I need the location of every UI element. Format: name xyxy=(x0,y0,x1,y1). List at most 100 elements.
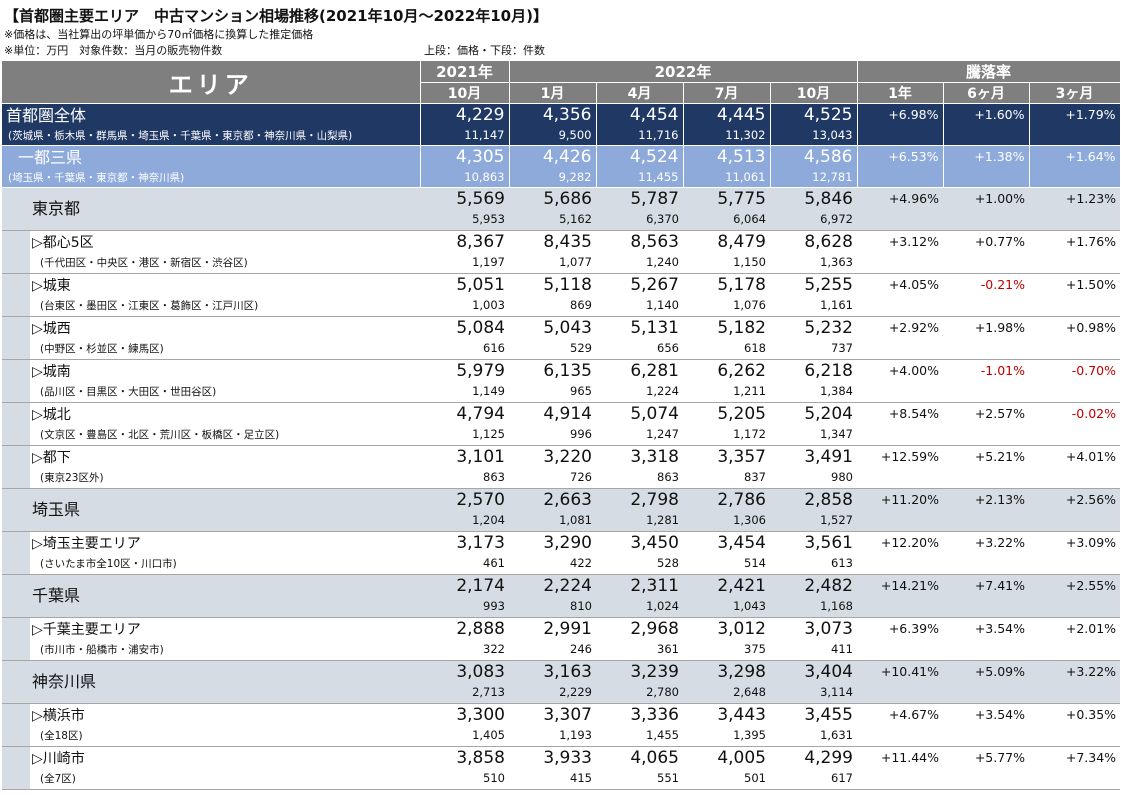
price-trend-table: エリア 2021年 2022年 騰落率 10月 1月 4月 7月 10月 1年 … xyxy=(2,61,1121,790)
price-value: 8,435 xyxy=(543,232,592,252)
indent-cell xyxy=(2,746,30,790)
change-rate-cell: +0.98% xyxy=(1029,316,1121,360)
price-value: 3,101 xyxy=(456,447,505,467)
value-cell: 4,524 11,455 xyxy=(596,145,684,188)
listing-count: 837 xyxy=(744,470,766,484)
listing-count: 863 xyxy=(483,470,505,484)
table-row: 一都三県 (埼玉県・千葉県・東京都・神奈川県) 4,305 10,863 4,426 9,… xyxy=(2,145,1121,188)
indent-cell xyxy=(2,703,30,747)
price-value: 2,224 xyxy=(543,576,592,596)
table-row: ▷城南 (品川区・目黒区・大田区・世田谷区) 5,979 1,149 6,135 965 6… xyxy=(2,359,1121,403)
change-rate-cell: +1.60% xyxy=(943,103,1030,146)
value-cell: 5,846 6,972 xyxy=(770,187,857,231)
value-cell: 4,426 9,282 xyxy=(509,145,597,188)
price-value: 3,443 xyxy=(717,705,766,725)
change-rate-cell: +7.41% xyxy=(943,574,1029,618)
price-value: 5,255 xyxy=(804,275,853,295)
subarea-name: ▷都下 xyxy=(32,450,71,466)
price-value: 8,563 xyxy=(630,232,679,252)
subarea-name: ▷川崎市 xyxy=(32,751,85,767)
listing-count: 613 xyxy=(831,556,853,570)
price-value: 2,798 xyxy=(630,490,679,510)
value-cell: 3,173 461 xyxy=(420,531,509,575)
value-cell: 2,482 1,168 xyxy=(770,574,857,618)
change-rate-header: 騰落率 xyxy=(857,61,1121,83)
change-rate-cell: +5.77% xyxy=(943,746,1029,790)
price-value: 2,421 xyxy=(717,576,766,596)
price-value: 8,367 xyxy=(456,232,505,252)
listing-count: 510 xyxy=(483,771,505,785)
listing-count: 461 xyxy=(483,556,505,570)
listing-count: 375 xyxy=(744,642,766,656)
value-cell: 5,267 1,140 xyxy=(596,273,683,317)
listing-count: 1,527 xyxy=(820,513,853,527)
price-value: 4,513 xyxy=(716,147,766,167)
value-cell: 4,299 617 xyxy=(770,746,857,790)
prefecture-name: 埼玉県 xyxy=(32,500,81,519)
subarea-name-cell: ▷千葉主要エリア (市川市・船橋市・浦安市) xyxy=(30,617,420,661)
value-cell: 8,435 1,077 xyxy=(509,230,596,274)
value-cell: 5,182 618 xyxy=(683,316,770,360)
value-cell: 6,262 1,211 xyxy=(683,359,770,403)
table-row: 東京都 5,569 5,953 5,686 5,162 5,787 6,370 5,775 6,… xyxy=(2,187,1121,231)
change-rate-cell: +1.00% xyxy=(943,187,1029,231)
price-value: 3,933 xyxy=(543,748,592,768)
price-value: 4,305 xyxy=(455,147,505,167)
listing-count: 1,024 xyxy=(646,599,679,613)
change-rate-cell: +1.76% xyxy=(1029,230,1121,274)
price-value: 3,163 xyxy=(543,662,592,682)
subarea-name-cell: ▷横浜市 (全18区) xyxy=(30,703,420,747)
indent-cell xyxy=(2,531,30,575)
change-rate-cell: +7.34% xyxy=(1029,746,1121,790)
listing-count: 501 xyxy=(744,771,766,785)
indent-cell xyxy=(2,359,30,403)
value-cell: 3,300 1,405 xyxy=(420,703,509,747)
price-value: 4,299 xyxy=(804,748,853,768)
listing-count: 1,077 xyxy=(559,255,592,269)
listing-count: 6,370 xyxy=(646,212,679,226)
price-value: 2,786 xyxy=(717,490,766,510)
price-value: 5,178 xyxy=(717,275,766,295)
value-cell: 2,663 1,081 xyxy=(509,488,596,532)
listing-count: 993 xyxy=(483,599,505,613)
price-value: 3,290 xyxy=(543,533,592,553)
listing-count: 9,282 xyxy=(558,170,592,184)
listing-count: 656 xyxy=(657,341,679,355)
table-row: 首都圏全体 (茨城県・栃木県・群馬県・埼玉県・千葉県・東京都・神奈川県・山梨県) 4… xyxy=(2,103,1121,146)
price-value: 3,298 xyxy=(717,662,766,682)
listing-count: 5,953 xyxy=(472,212,505,226)
price-value: 2,663 xyxy=(543,490,592,510)
change-rate-cell: +3.54% xyxy=(943,617,1029,661)
value-cell: 4,586 12,781 xyxy=(770,145,858,188)
price-value: 3,012 xyxy=(717,619,766,639)
subarea-name-cell: ▷埼玉主要エリア (さいたま市全10区・川口市) xyxy=(30,531,420,575)
indent-cell xyxy=(2,230,30,274)
change-rate-cell: +8.54% xyxy=(857,402,943,446)
listing-count: 12,781 xyxy=(812,170,853,184)
price-value: 3,858 xyxy=(456,748,505,768)
prefecture-name: 東京都 xyxy=(32,199,81,218)
price-value: 3,404 xyxy=(804,662,853,682)
subarea-name: ▷城南 xyxy=(32,364,71,380)
value-cell: 6,281 1,224 xyxy=(596,359,683,403)
prefecture-name-cell: 東京都 xyxy=(2,187,420,231)
price-value: 6,281 xyxy=(630,361,679,381)
change-rate-cell: +1.98% xyxy=(943,316,1029,360)
subarea-name-cell: ▷城東 (台東区・墨田区・江東区・葛飾区・江戸川区) xyxy=(30,273,420,317)
price-value: 3,336 xyxy=(630,705,679,725)
listing-count: 2,229 xyxy=(559,685,592,699)
price-value: 3,073 xyxy=(804,619,853,639)
change-period-header: 1年 xyxy=(857,82,944,104)
listing-count: 1,363 xyxy=(820,255,853,269)
month-header: 10月 xyxy=(420,82,510,104)
value-cell: 6,218 1,384 xyxy=(770,359,857,403)
change-rate-cell: +2.13% xyxy=(943,488,1029,532)
listing-count: 9,500 xyxy=(558,128,592,142)
listing-count: 726 xyxy=(570,470,592,484)
listing-count: 11,455 xyxy=(638,170,679,184)
value-cell: 3,101 863 xyxy=(420,445,509,489)
subarea-description: (市川市・船橋市・浦安市) xyxy=(40,644,164,656)
listing-count: 1,149 xyxy=(472,384,505,398)
change-rate-cell: +6.39% xyxy=(857,617,943,661)
price-value: 3,561 xyxy=(804,533,853,553)
